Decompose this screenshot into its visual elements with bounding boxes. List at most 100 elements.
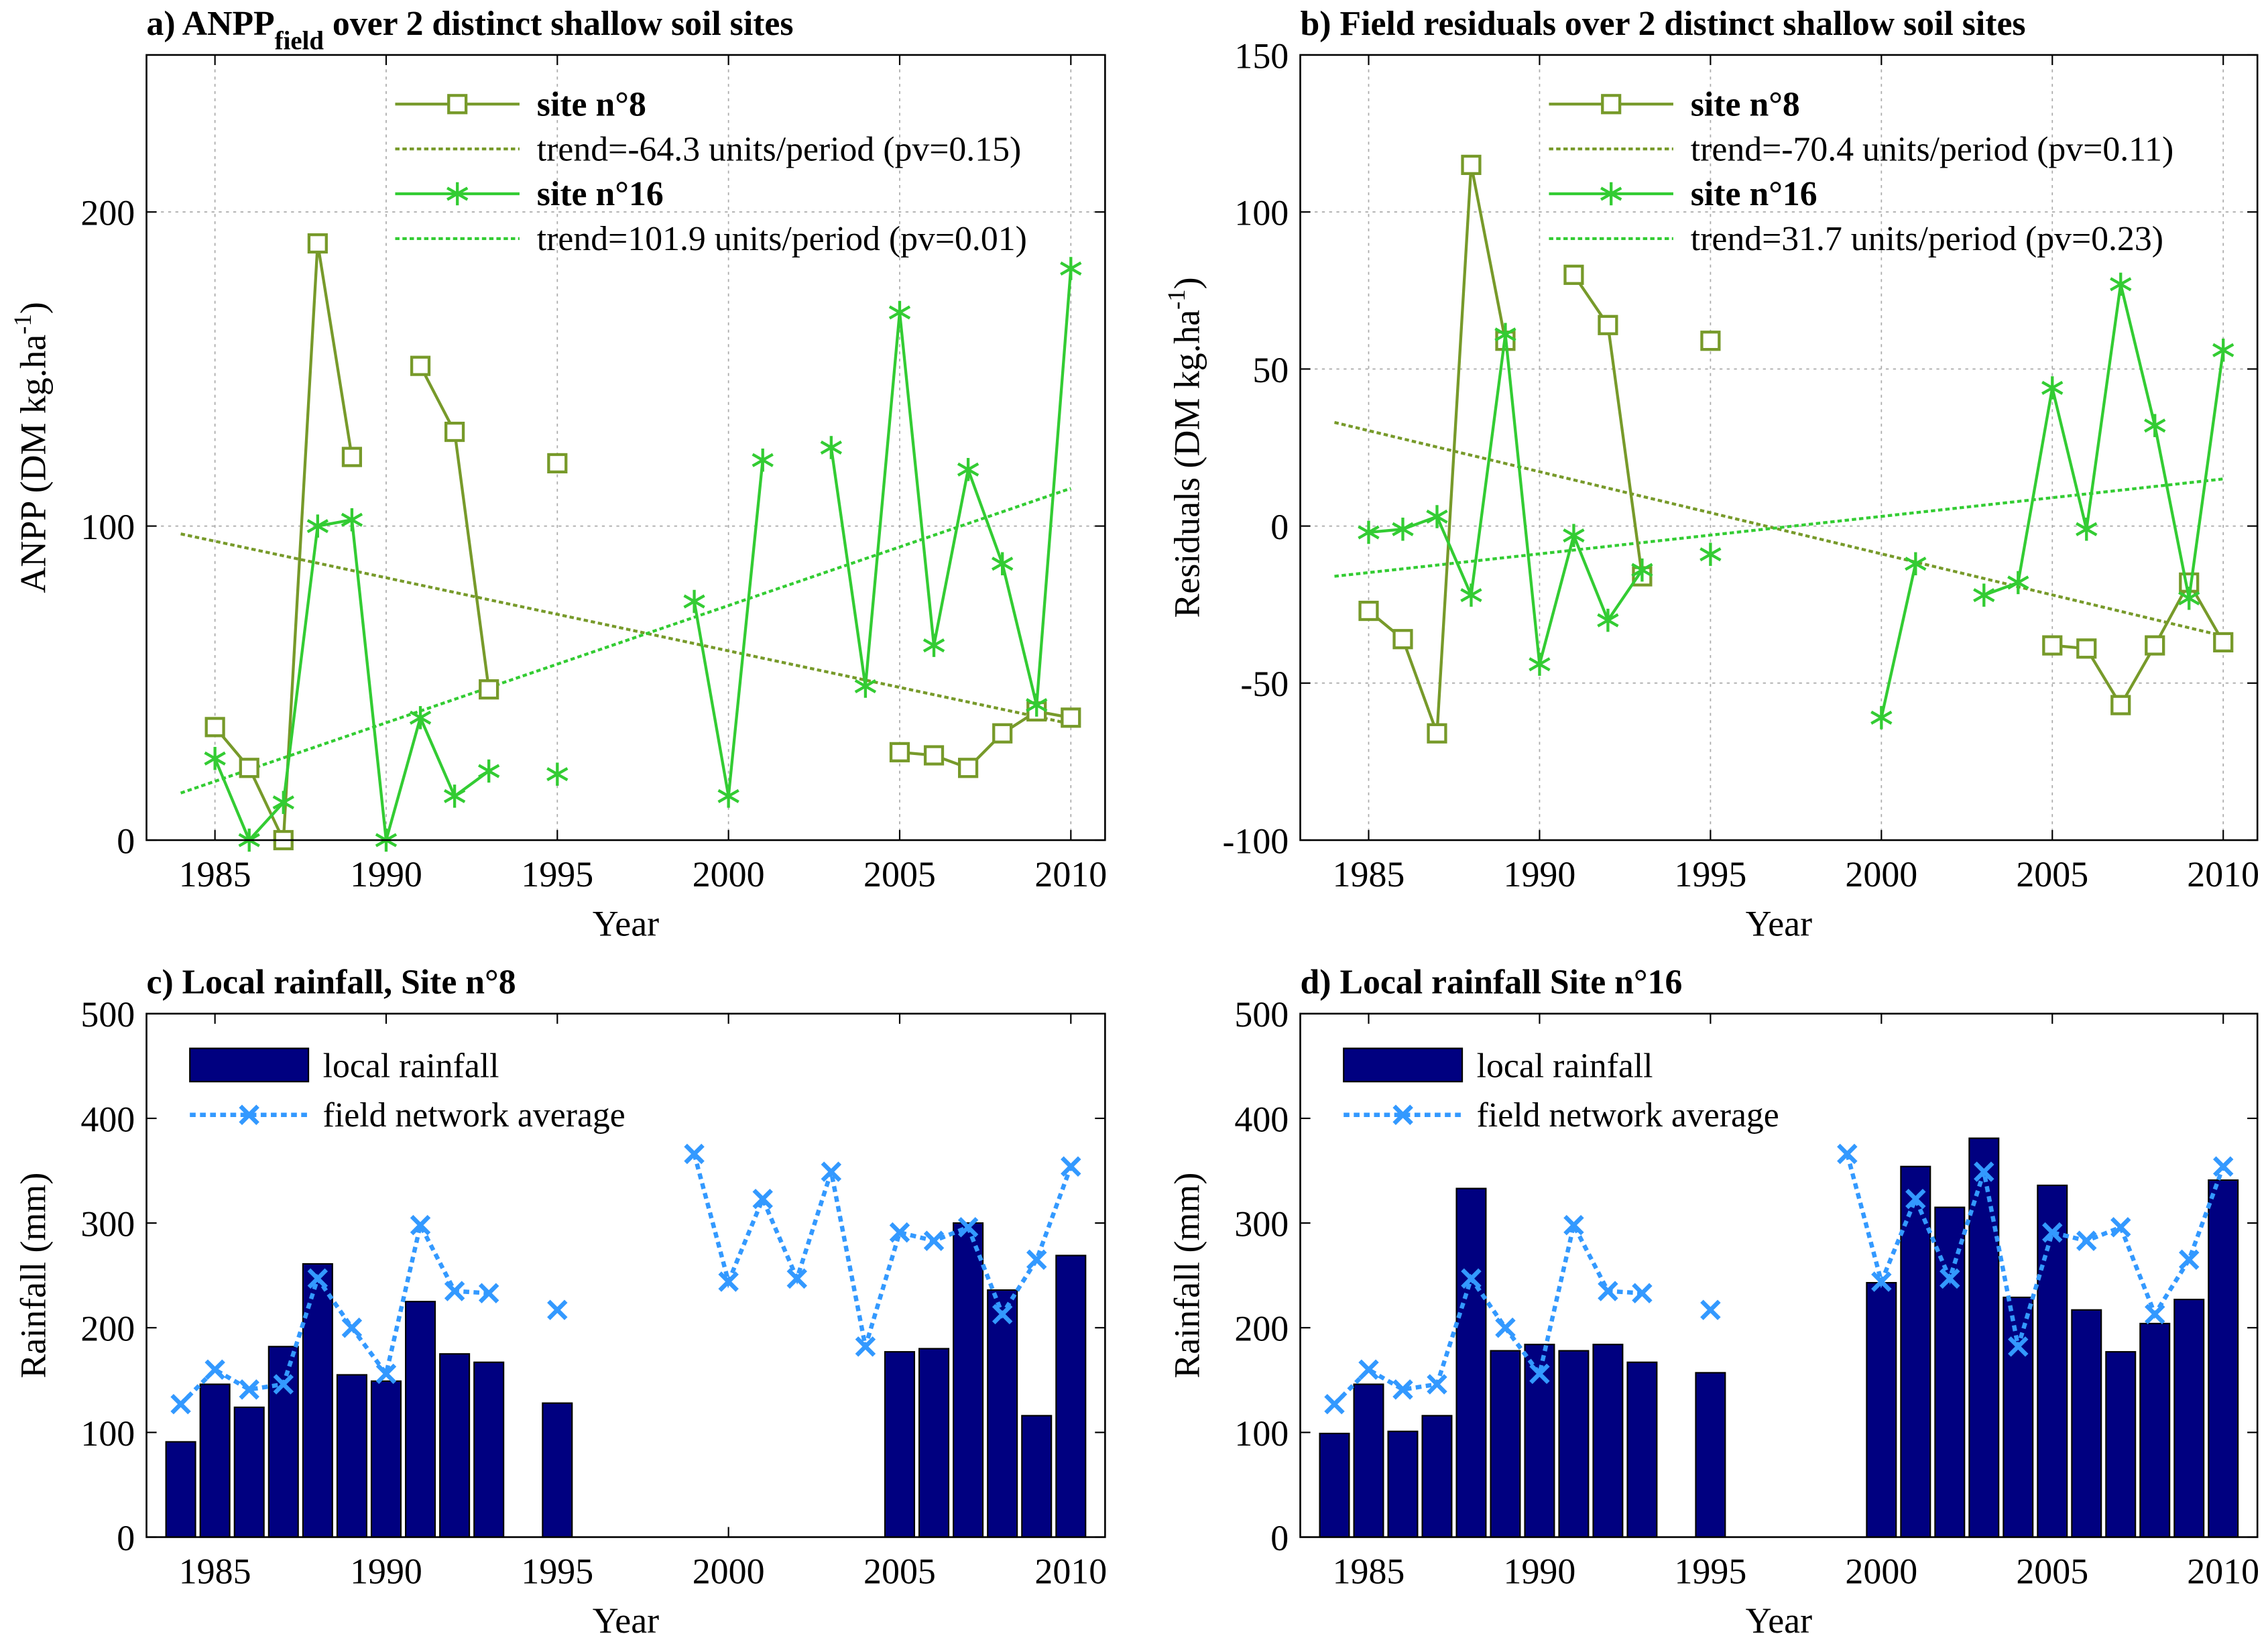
marker-stroke [2212,1156,2234,1177]
data-point [1563,1214,1584,1236]
marker-stroke [1597,613,1619,628]
data-point [478,1283,499,1303]
bar [405,1301,436,1538]
bar [1055,1254,1087,1538]
x-tick-label: 1985 [1333,1552,1405,1592]
marker-stroke [306,519,329,534]
data-point [821,1161,842,1182]
x-tick-label: 2005 [863,1552,936,1592]
series-line [1845,1153,2226,1348]
y-axis-label-text: Rainfall (mm) [13,1173,54,1379]
bar [1695,1372,1726,1538]
y-axis-label-end: ) [1167,277,1207,289]
y-tick-label: 200 [1234,1309,1289,1349]
data-point [2008,1336,2029,1357]
data-point [820,436,843,459]
y-tick-label: 50 [1252,350,1289,390]
y-tick-label: 300 [80,1204,135,1244]
data-point [1392,518,1414,541]
data-point [1026,1249,1047,1270]
legend-label: site n°16 [537,175,664,213]
marker-stroke [992,557,1014,571]
marker-stroke [1460,588,1482,603]
marker-stroke [1392,522,1414,536]
marker-stroke [1871,1271,1892,1292]
y-tick-label: 200 [80,1309,135,1349]
data-point [306,514,329,538]
marker-stroke [239,1104,259,1125]
y-tick-label: 200 [80,193,135,233]
bar [1490,1350,1521,1538]
data-point [889,742,910,762]
x-tick-label: 1985 [1333,854,1405,894]
data-point [239,1379,259,1400]
marker-stroke [1061,1156,1081,1177]
data-point [958,758,979,778]
data-point [2213,632,2234,652]
panel-title-text: b) Field residuals over 2 distinct shall… [1301,5,2026,43]
data-point [855,1336,876,1357]
bar [336,1374,367,1538]
panel-title: a) ANPPfield over 2 distinct shallow soi… [147,5,794,56]
x-tick-label: 2005 [863,854,936,894]
data-point [1974,1161,1994,1182]
data-point [1905,552,1927,576]
y-axis-label: Residuals (DM kg.ha-1) [1162,277,1207,618]
bar [2139,1322,2171,1538]
data-point [1973,583,1995,607]
legend-label: site n°8 [1691,86,1800,124]
marker-stroke [170,1393,191,1415]
marker-stroke [341,1317,363,1338]
data-point [1358,600,1379,622]
marker-stroke [957,1217,979,1238]
x-tick-label: 1990 [1504,1552,1576,1592]
marker-stroke [1324,1393,1345,1415]
y-tick-label: -50 [1240,664,1289,704]
data-point [2145,1303,2165,1325]
bar [542,1402,573,1538]
data-point [2212,1156,2234,1177]
marker-stroke [2179,1249,2200,1270]
y-axis-label-text: Residuals (DM kg.ha [1167,310,1207,618]
data-point [888,300,911,325]
data-point [410,1214,431,1236]
bar [1558,1350,1590,1538]
marker-stroke [446,186,469,201]
bar [1866,1282,1897,1538]
data-point [683,589,705,614]
data-point [1061,1156,1081,1177]
data-point [992,723,1013,744]
marker-stroke [204,751,226,766]
x-tick-label: 1985 [179,854,251,894]
y-axis-label-end: ) [13,302,54,314]
series-line [829,268,1073,706]
marker-stroke [443,789,466,803]
data-point [1324,1393,1345,1415]
bar [1421,1415,1453,1538]
data-point [2178,587,2200,610]
marker-stroke [1392,1379,1413,1400]
bar [2003,1296,2034,1538]
trend-line-site16 [1334,477,2224,578]
x-tick-label: 2000 [1845,1552,1917,1592]
data-point [1061,707,1081,728]
marker-stroke [1631,563,1653,577]
legend-label: trend=-70.4 units/period (pv=0.11) [1691,130,2173,168]
bar [918,1348,950,1538]
series-line [1983,284,2225,599]
data-point [444,1281,465,1301]
data-point [2041,376,2064,400]
panel-d: 1985 1990 1995 2000 2005 2010 0 100 200 300 400 500… [1167,964,2260,1634]
marker-stroke [1974,1161,1994,1182]
marker-stroke [1939,1268,1960,1289]
marker-stroke [2144,418,2166,433]
bar [1592,1344,1624,1538]
data-point [1060,257,1082,280]
marker-stroke [888,305,911,320]
data-point [1871,1271,1892,1292]
x-tick-label: 1990 [350,854,422,894]
y-tick-label: 0 [1270,507,1289,547]
x-tick-label: 1990 [1504,854,1576,894]
data-point [272,791,294,815]
panel-title-text: c) Local rainfall, Site n°8 [147,964,516,1002]
